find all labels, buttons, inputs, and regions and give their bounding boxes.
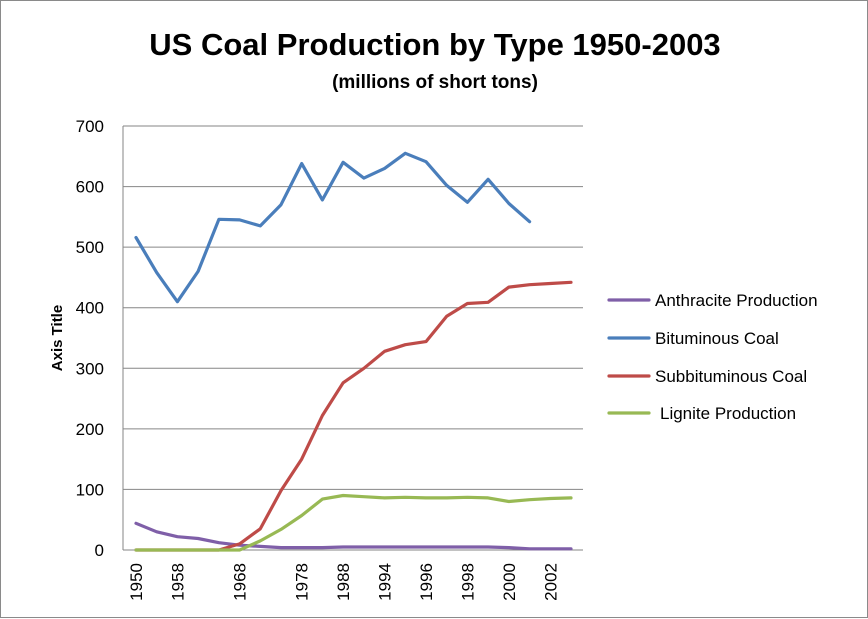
x-tick-label: 1968	[231, 563, 250, 601]
y-tick-label: 300	[76, 359, 104, 378]
series-line-bituminous-coal	[134, 151, 532, 304]
x-tick-label: 1950	[127, 563, 146, 601]
x-tick-label: 1978	[293, 563, 312, 601]
chart-title: US Coal Production by Type 1950-2003	[149, 27, 720, 62]
y-tick-label: 600	[76, 178, 104, 197]
x-tick-label: 1958	[168, 563, 187, 601]
x-tick-label: 2000	[500, 563, 519, 601]
y-tick-label: 200	[76, 420, 104, 439]
y-axis-ticks: 0 100 200 300 400 500 600 700	[76, 117, 104, 560]
gridlines	[122, 125, 583, 551]
x-tick-label: 1988	[334, 563, 353, 601]
x-tick-label: 1998	[458, 563, 477, 601]
legend-label: Subbituminous Coal	[655, 367, 807, 386]
x-axis-ticks: 1950 1958 1968 1978 1988 1994 1996 1998 2000 2002	[127, 563, 560, 601]
y-tick-label: 0	[95, 541, 104, 560]
legend-label: Lignite Production	[660, 404, 796, 423]
y-tick-label: 100	[76, 480, 104, 499]
x-tick-label: 1996	[417, 563, 436, 601]
legend-label: Bituminous Coal	[655, 329, 779, 348]
series-line-subbituminous-coal	[134, 280, 573, 552]
series-line-lignite-production	[134, 493, 573, 552]
series-lines	[134, 151, 573, 552]
x-tick-label: 2002	[541, 563, 560, 601]
series-line-anthracite-production	[134, 521, 573, 551]
y-tick-label: 400	[76, 299, 104, 318]
x-tick-label: 1994	[376, 563, 395, 601]
legend: Anthracite Production Bituminous Coal Subb…	[607, 291, 818, 423]
y-tick-label: 500	[76, 238, 104, 257]
y-tick-label: 700	[76, 117, 104, 136]
y-axis-label: Axis Title	[49, 305, 66, 371]
chart-subtitle: (millions of short tons)	[332, 72, 538, 93]
legend-label: Anthracite Production	[655, 291, 818, 310]
